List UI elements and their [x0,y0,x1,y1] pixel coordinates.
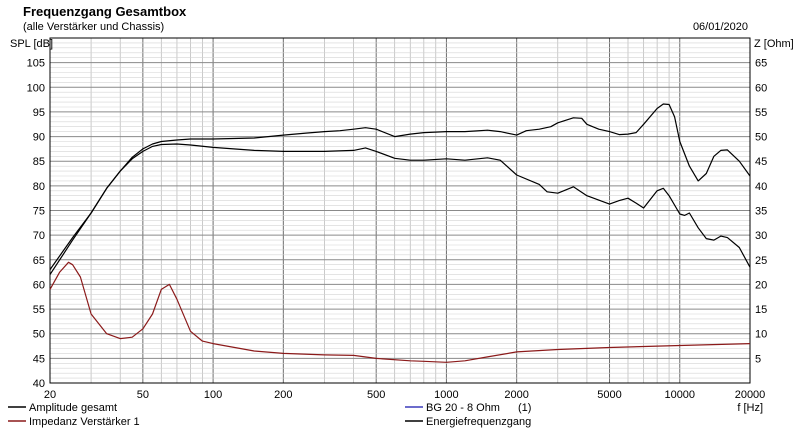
x-tick-label: 500 [367,389,385,401]
y-right-tick-label: 60 [755,82,767,94]
x-tick-label: 5000 [597,389,621,401]
series-line-0 [49,143,751,275]
x-tick-label: 200 [274,389,292,401]
y-left-axis-label: SPL [dB] [10,38,53,50]
y-right-tick-label: 50 [755,132,767,144]
legend-note: (1) [518,402,531,414]
y-right-tick-label: 15 [755,304,767,316]
plot-frame [49,37,751,384]
y-right-tick-label: 10 [755,329,767,341]
y-left-tick-label: 50 [33,329,45,341]
legend-entry: Amplitude gesamt [29,402,117,414]
chart-date: 06/01/2020 [692,21,748,33]
y-right-tick-label: 20 [755,279,767,291]
chart-title: Frequenzgang Gesamtbox [23,4,187,19]
y-right-tick-label: 40 [755,181,767,193]
x-axis-label: f [Hz] [737,402,763,414]
y-right-tick-label: 5 [755,353,761,365]
x-tick-label: 100 [204,389,222,401]
legend-entry: Impedanz Verstärker 1 [29,416,140,428]
y-left-tick-label: 90 [33,132,45,144]
x-tick-label: 1000 [434,389,458,401]
x-tick-label: 10000 [664,389,695,401]
x-tick-label: 2000 [504,389,528,401]
y-left-tick-label: 40 [33,378,45,390]
y-left-tick-label: 85 [33,156,45,168]
series-line-2 [49,103,751,270]
y-left-tick-label: 55 [33,304,45,316]
y-left-tick-label: 70 [33,230,45,242]
y-left-tick-label: 95 [33,107,45,119]
y-right-tick-label: 35 [755,206,767,218]
y-right-axis-label: Z [Ohm] [754,38,794,50]
y-left-tick-label: 75 [33,206,45,218]
x-tick-label: 50 [137,389,149,401]
legend-entry: BG 20 - 8 Ohm [426,402,500,414]
y-right-tick-label: 45 [755,156,767,168]
y-right-tick-label: 65 [755,58,767,70]
y-left-tick-label: 80 [33,181,45,193]
x-tick-label: 20000 [735,389,766,401]
x-tick-label: 20 [44,389,56,401]
y-right-tick-label: 25 [755,255,767,267]
series-line-1 [49,261,751,363]
y-left-tick-label: 105 [27,58,45,70]
y-left-tick-label: 100 [27,82,45,94]
y-right-tick-label: 55 [755,107,767,119]
chart-subtitle: (alle Verstärker und Chassis) [23,21,165,33]
y-left-tick-label: 60 [33,279,45,291]
y-left-tick-label: 45 [33,353,45,365]
legend-entry: Energiefrequenzgang [426,416,531,428]
y-right-tick-label: 30 [755,230,767,242]
y-left-tick-label: 65 [33,255,45,267]
